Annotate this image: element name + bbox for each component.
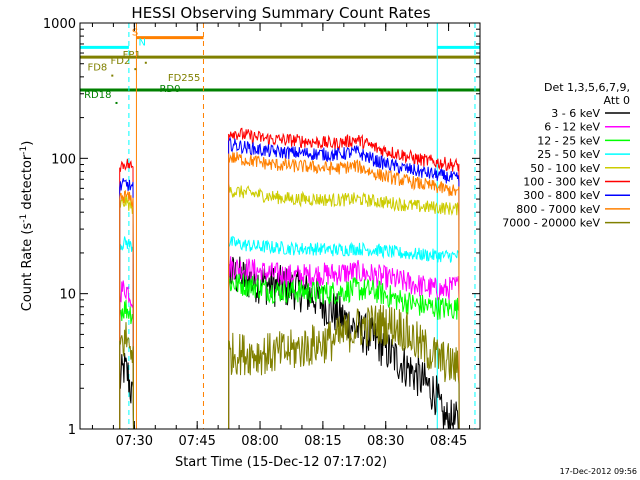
y-tick-label: 1	[68, 423, 76, 438]
plot-frame	[79, 22, 481, 430]
legend-entry-label: 3 - 6 keV	[551, 107, 600, 120]
y-axis-label-sup1: -1	[19, 214, 29, 223]
series-line-8	[119, 322, 134, 429]
axes: 1 10 100 1000 07:30 07:45 08:00 08:15 08:30 08:45	[43, 17, 480, 449]
y-axis-label-part2: detector	[20, 154, 35, 214]
series-line-4	[228, 184, 460, 429]
flare-marker-label: RD0	[159, 84, 180, 95]
series-line-2	[119, 299, 134, 429]
series-line-3	[119, 236, 134, 429]
y-axis-label-sup2: -1	[19, 146, 29, 155]
y-axis-label-part3: )	[20, 141, 35, 146]
legend-entry-label: 100 - 300 keV	[523, 176, 600, 189]
flare-marker-label: FD8	[87, 63, 107, 74]
legend-header-line2: Att 0	[604, 94, 630, 107]
series-line-0	[119, 352, 134, 429]
series-line-8	[228, 304, 460, 429]
footer-timestamp: 17-Dec-2012 09:56	[560, 467, 637, 476]
x-tick-label: 07:45	[178, 434, 215, 449]
series-line-7	[119, 189, 134, 429]
x-tick-label: 08:30	[367, 434, 404, 449]
x-tick-label: 08:15	[304, 434, 341, 449]
chart-title: HESSI Observing Summary Count Rates	[131, 4, 430, 22]
legend-entry-label: 7000 - 20000 keV	[502, 217, 600, 230]
x-tick-label: 08:00	[241, 434, 278, 449]
flare-marker-label: N	[139, 37, 146, 48]
y-axis-label-part1: Count Rate (s	[20, 223, 35, 312]
flare-marker-dot	[144, 61, 147, 64]
series-line-1	[228, 256, 460, 429]
legend-header-line1: Det 1,3,5,6,7,9,	[544, 81, 630, 94]
series-line-1	[119, 280, 134, 429]
x-tick-label: 07:30	[116, 434, 153, 449]
series-line-2	[228, 273, 460, 429]
flare-marker-label: FD255	[168, 73, 201, 84]
x-tick-label: 08:45	[430, 434, 467, 449]
series-line-6	[228, 137, 460, 429]
legend-entry-label: 50 - 100 keV	[530, 162, 600, 175]
x-axis-label: Start Time (15-Dec-12 07:17:02)	[175, 455, 387, 470]
legend-entry-label: 25 - 50 keV	[537, 148, 600, 161]
flare-marker-label: S	[132, 28, 138, 39]
flare-marker-dot	[134, 68, 137, 71]
series-line-6	[119, 178, 134, 429]
legend-entry-label: 12 - 25 keV	[537, 134, 600, 147]
flare-marker-label: FP1	[123, 50, 141, 61]
legend-entry-label: 300 - 800 keV	[523, 189, 600, 202]
flare-marker-label: RD18	[84, 90, 111, 101]
series-line-5	[228, 127, 460, 429]
y-tick-label: 10	[59, 288, 76, 303]
y-tick-label: 1000	[43, 17, 76, 32]
series-line-3	[228, 235, 460, 429]
y-axis-label: Count Rate (s-1 detector-1)	[19, 141, 35, 312]
y-tick-label: 100	[51, 152, 76, 167]
flare-marker-dot	[115, 101, 118, 104]
series-line-7	[228, 152, 460, 429]
legend-entry-label: 800 - 7000 keV	[516, 203, 600, 216]
flare-marker-label: FD2	[111, 56, 131, 67]
series-line-5	[119, 158, 134, 429]
legend-entry-label: 6 - 12 keV	[544, 121, 600, 134]
flare-marker-dot	[111, 74, 114, 77]
